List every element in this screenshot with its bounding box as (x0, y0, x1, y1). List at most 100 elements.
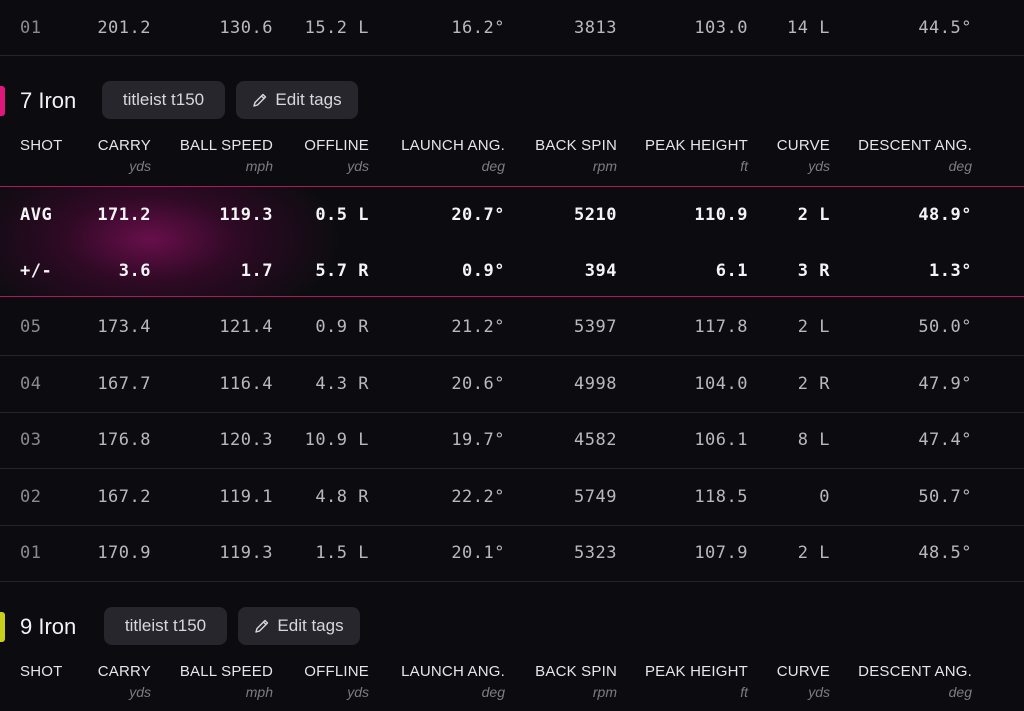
column-label: BACK SPIN (535, 663, 617, 680)
cell-offline: 5.7 R (315, 260, 369, 281)
cell-peak-height: 104.0 (694, 373, 748, 394)
column-header-carry[interactable]: CARRY yds (98, 137, 151, 174)
cell-launch-angle: 22.2° (451, 486, 505, 507)
column-header-peak-height[interactable]: PEAK HEIGHT ft (645, 137, 748, 174)
club-tag-7iron[interactable]: titleist t150 (102, 81, 225, 119)
column-header-descent-angle[interactable]: DESCENT ANG. deg (858, 137, 972, 174)
cell-ball-speed: 119.3 (219, 543, 273, 564)
cell-back-spin: 5397 (574, 317, 617, 337)
deviation-row: +/- 3.6 1.7 5.7 R 0.9° 394 6.1 3 R 1.3° (0, 243, 1024, 298)
column-unit: deg (481, 158, 505, 174)
column-unit: yds (808, 158, 830, 174)
club-tag-9iron[interactable]: titleist t150 (104, 607, 227, 645)
cell-offline: 15.2 L (304, 17, 369, 38)
cell-peak-height: 117.8 (694, 317, 748, 337)
cell-peak-height: 118.5 (694, 486, 748, 507)
edit-tags-button-7iron[interactable]: Edit tags (236, 81, 358, 119)
cell-carry: 171.2 (97, 204, 151, 225)
column-header-shot[interactable]: SHOT (20, 663, 62, 684)
cell-curve: 14 L (787, 17, 830, 38)
cell-ball-speed: 120.3 (219, 430, 273, 451)
cell-back-spin: 5323 (574, 543, 617, 564)
column-label: LAUNCH ANG. (401, 663, 505, 680)
average-summary-block: AVG 171.2 119.3 0.5 L 20.7° 5210 110.9 2 L 48.9°… (0, 186, 1024, 297)
cell-launch-angle: 20.1° (451, 543, 505, 564)
column-header-curve[interactable]: CURVE yds (777, 137, 830, 174)
table-row[interactable]: 02 167.2 119.1 4.8 R 22.2° 5749 118.5 0 50.7° (0, 469, 1024, 526)
cell-peak-height: 110.9 (694, 204, 748, 225)
cell-back-spin: 4998 (574, 373, 617, 394)
column-label: OFFLINE (304, 663, 369, 680)
column-header-launch-angle[interactable]: LAUNCH ANG. deg (401, 137, 505, 174)
column-label: CURVE (776, 663, 830, 680)
edit-tags-label: Edit tags (277, 616, 344, 635)
cell-offline: 10.9 L (304, 430, 369, 451)
club-color-marker-9iron (0, 612, 5, 642)
cell-shot: 01 (20, 17, 42, 38)
cell-offline: 0.9 R (315, 317, 369, 337)
cell-carry: 170.9 (97, 543, 151, 564)
cell-ball-speed: 116.4 (219, 373, 273, 394)
cell-ball-speed: 119.3 (219, 204, 273, 225)
table-row[interactable]: 03 176.8 120.3 10.9 L 19.7° 4582 106.1 8 L 47.4° (0, 412, 1024, 470)
cell-launch-angle: 0.9° (462, 260, 505, 281)
table-row[interactable]: 04 167.7 116.4 4.3 R 20.6° 4998 104.0 2 R 47.9° (0, 356, 1024, 413)
cell-peak-height: 107.9 (694, 543, 748, 564)
cell-descent-angle: 1.3° (929, 260, 972, 281)
column-header-back-spin[interactable]: BACK SPIN rpm (535, 137, 617, 174)
cell-curve: 2 R (797, 373, 830, 394)
cell-carry: 167.7 (97, 373, 151, 394)
cell-curve: 3 R (797, 260, 830, 281)
column-label: PEAK HEIGHT (644, 663, 748, 680)
column-label: SHOT (20, 137, 63, 154)
cell-shot: 02 (20, 486, 42, 507)
column-label: SHOT (20, 663, 63, 680)
cell-offline: 4.3 R (315, 373, 369, 394)
column-header-offline[interactable]: OFFLINE yds (304, 137, 369, 174)
column-label: DESCENT ANG. (858, 137, 972, 154)
column-unit: rpm (592, 684, 617, 700)
column-unit: mph (245, 684, 273, 700)
cell-launch-angle: 20.6° (451, 373, 505, 394)
cell-back-spin: 3813 (574, 17, 617, 38)
column-unit: yds (129, 158, 151, 174)
edit-tags-label: Edit tags (275, 90, 342, 109)
column-header-shot[interactable]: SHOT (20, 137, 62, 158)
column-label: BALL SPEED (179, 137, 273, 154)
cell-descent-angle: 44.5° (918, 17, 972, 38)
cell-ball-speed: 119.1 (219, 486, 273, 507)
cell-launch-angle: 16.2° (451, 17, 505, 38)
cell-shot: +/- (20, 260, 53, 281)
cell-peak-height: 103.0 (694, 17, 748, 38)
column-label: DESCENT ANG. (858, 663, 972, 680)
table-row[interactable]: 05 173.4 121.4 0.9 R 21.2° 5397 117.8 2 L 50.0° (0, 299, 1024, 356)
cell-peak-height: 106.1 (694, 430, 748, 451)
cell-carry: 167.2 (97, 486, 151, 507)
column-header-ball-speed[interactable]: BALL SPEED mph (180, 137, 273, 174)
cell-carry: 176.8 (97, 430, 151, 451)
cell-ball-speed: 130.6 (219, 17, 273, 38)
table-row[interactable]: 01 170.9 119.3 1.5 L 20.1° 5323 107.9 2 L 48.5° (0, 525, 1024, 583)
edit-tags-button-9iron[interactable]: Edit tags (238, 607, 360, 645)
cell-curve: 2 L (797, 317, 830, 337)
column-label: BALL SPEED (179, 663, 273, 680)
column-unit: ft (740, 158, 748, 174)
cell-back-spin: 4582 (574, 430, 617, 451)
cell-shot: AVG (20, 204, 53, 225)
column-unit: deg (948, 684, 972, 700)
cell-ball-speed: 1.7 (240, 260, 273, 281)
cell-curve: 2 L (797, 204, 830, 225)
cell-descent-angle: 50.0° (918, 317, 972, 337)
cell-back-spin: 5210 (574, 204, 617, 225)
table-row-prev-01[interactable]: 01 201.2 130.6 15.2 L 16.2° 3813 103.0 14 L 44.5… (0, 0, 1024, 56)
column-unit: yds (347, 684, 369, 700)
cell-shot: 04 (20, 373, 42, 394)
cell-descent-angle: 47.9° (918, 373, 972, 394)
column-unit: yds (808, 684, 830, 700)
cell-descent-angle: 47.4° (918, 430, 972, 451)
cell-shot: 05 (20, 317, 42, 337)
cell-offline: 0.5 L (315, 204, 369, 225)
pencil-icon (255, 619, 269, 633)
cell-curve: 2 L (797, 543, 830, 564)
cell-carry: 201.2 (97, 17, 151, 38)
